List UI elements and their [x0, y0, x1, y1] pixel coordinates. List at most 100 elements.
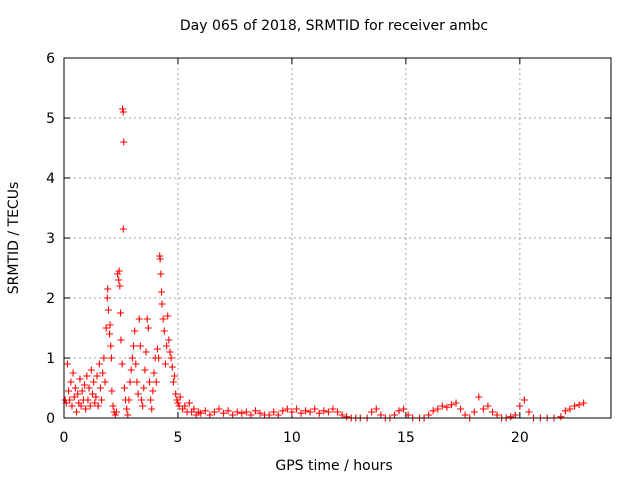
data-point: [144, 324, 152, 332]
data-point: [141, 366, 149, 374]
data-point: [457, 405, 465, 413]
data-point: [511, 411, 519, 419]
data-point: [114, 270, 122, 278]
data-point: [77, 402, 85, 410]
y-tick-label: 0: [46, 411, 55, 427]
data-point: [145, 378, 153, 386]
data-point: [404, 411, 412, 419]
data-point: [82, 405, 90, 413]
data-point: [156, 255, 164, 263]
data-point: [525, 408, 533, 416]
data-point: [566, 405, 574, 413]
data-point: [580, 399, 588, 407]
data-point: [302, 407, 310, 415]
data-point: [107, 342, 115, 350]
data-point: [197, 409, 205, 417]
data-point: [233, 408, 241, 416]
data-point: [251, 407, 259, 415]
data-point: [68, 402, 76, 410]
data-point: [83, 372, 91, 380]
data-point: [288, 408, 296, 416]
data-point: [256, 409, 264, 417]
data-point: [120, 138, 128, 146]
data-point: [334, 408, 341, 416]
data-point: [106, 330, 114, 338]
data-point: [484, 402, 492, 410]
data-point: [116, 282, 124, 290]
data-point: [475, 393, 483, 401]
data-point: [274, 411, 282, 419]
data-point: [224, 407, 232, 415]
data-point: [128, 354, 136, 362]
data-point: [147, 396, 155, 404]
data-point: [87, 366, 95, 374]
data-point: [174, 399, 182, 407]
data-point: [119, 108, 127, 116]
data-point: [447, 401, 455, 409]
data-point: [125, 396, 133, 404]
data-point: [372, 405, 380, 413]
data-point: [169, 378, 177, 386]
axis-ticks: 0 1 2 3 4 5 6 0 5 10 15 20: [46, 51, 611, 446]
data-point: [173, 396, 181, 404]
data-point: [95, 360, 103, 368]
data-point: [106, 321, 114, 329]
data-point: [311, 405, 319, 413]
data-point: [229, 411, 237, 419]
x-tick-label: 20: [511, 430, 529, 446]
data-point: [96, 384, 104, 392]
data-point: [63, 360, 71, 368]
data-point: [438, 402, 446, 410]
data-point: [400, 405, 408, 413]
data-point: [159, 315, 167, 323]
data-point: [119, 225, 127, 233]
data-point: [434, 405, 442, 413]
data-point: [164, 312, 172, 320]
data-point: [238, 409, 246, 417]
data-point: [493, 411, 501, 419]
data-point: [165, 336, 173, 344]
data-point: [171, 372, 179, 380]
data-point: [98, 396, 106, 404]
data-point: [443, 403, 451, 411]
data-points: [61, 105, 588, 422]
data-point: [516, 402, 524, 410]
data-point: [119, 105, 127, 113]
data-point: [215, 405, 223, 413]
x-tick-label: 10: [283, 430, 301, 446]
data-point: [150, 369, 158, 377]
data-point: [91, 399, 99, 407]
y-tick-label: 4: [46, 171, 55, 187]
data-point: [153, 345, 161, 353]
data-point: [152, 378, 160, 386]
x-tick-label: 5: [173, 430, 182, 446]
data-point: [124, 411, 132, 419]
data-point: [100, 354, 108, 362]
data-point: [134, 390, 142, 398]
data-point: [117, 309, 125, 317]
data-point: [161, 360, 169, 368]
data-point: [133, 378, 141, 386]
data-point: [557, 413, 565, 421]
data-point: [90, 378, 98, 386]
data-point: [479, 405, 487, 413]
data-point: [120, 384, 128, 392]
data-point: [220, 409, 228, 417]
y-tick-label: 6: [46, 51, 55, 67]
data-point: [71, 384, 79, 392]
data-point: [136, 342, 144, 350]
data-point: [452, 399, 460, 407]
data-point: [73, 408, 81, 416]
data-point: [130, 342, 138, 350]
data-point: [102, 324, 110, 332]
data-point: [104, 306, 112, 314]
data-point: [111, 411, 119, 419]
data-point: [137, 396, 145, 404]
data-point: [107, 354, 115, 362]
data-point: [142, 348, 150, 356]
data-point: [148, 405, 156, 413]
data-point: [390, 411, 398, 419]
data-point: [176, 393, 184, 401]
data-point: [575, 401, 583, 409]
